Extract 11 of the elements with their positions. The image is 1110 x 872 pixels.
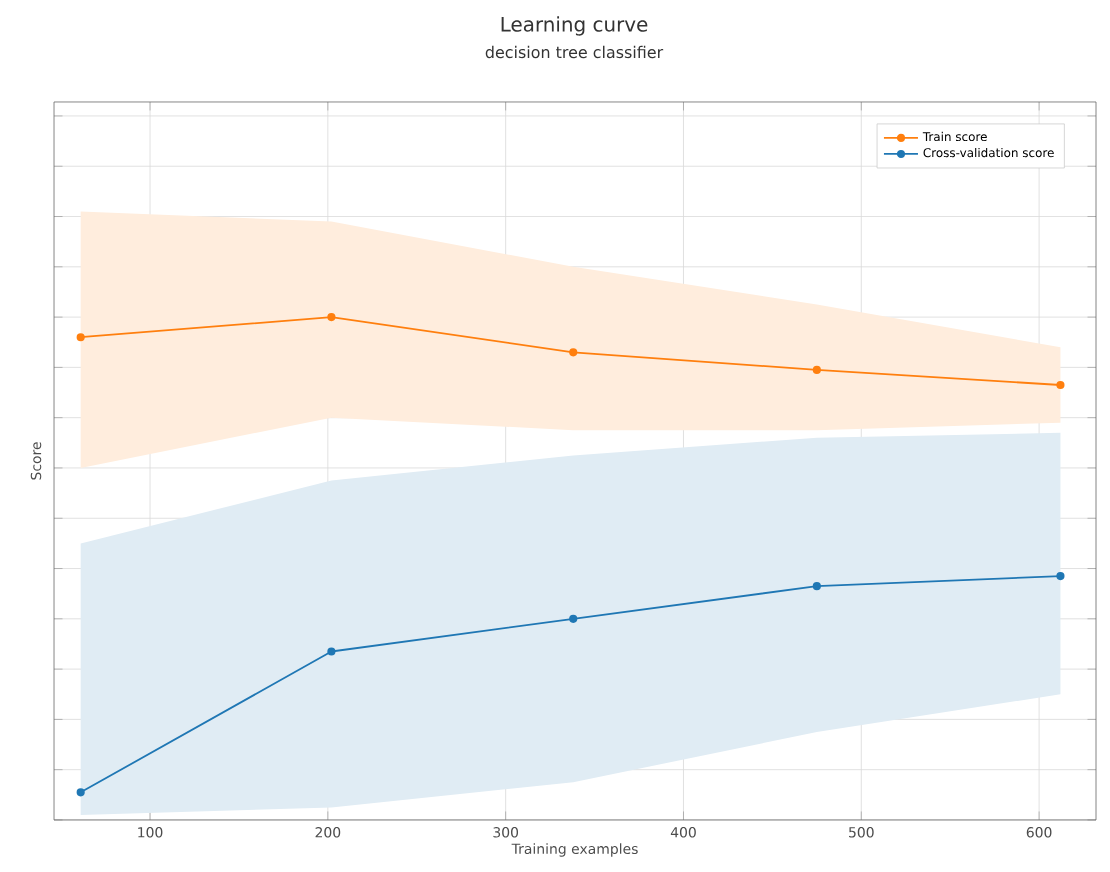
point [76,788,85,797]
point [76,333,85,342]
point [812,365,821,374]
point [1056,571,1065,581]
chart-title: Learning curve [501,16,648,36]
point [327,313,336,322]
point [812,582,821,591]
point [1056,380,1065,390]
point [569,348,578,357]
point [327,647,336,656]
point [569,614,578,623]
